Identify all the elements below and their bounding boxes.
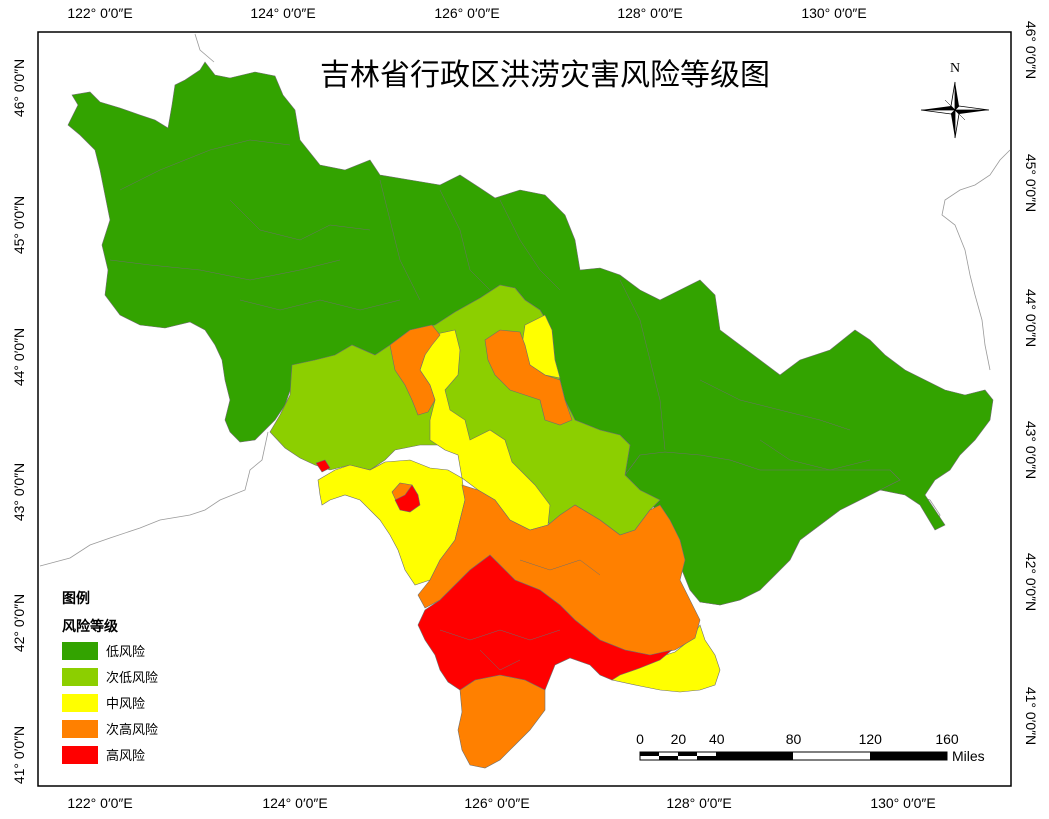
- scale-tick-label: 160: [935, 731, 959, 747]
- region-second-high-risk-south: [417, 484, 701, 656]
- graticule-left-label: 45° 0′0″N: [11, 196, 27, 254]
- graticule-right-label: 41° 0′0″N: [1023, 687, 1039, 745]
- graticule-bottom-label: 124° 0′0″E: [262, 795, 327, 811]
- scale-bar-segment: [659, 756, 678, 760]
- graticule-bottom-label: 122° 0′0″E: [67, 795, 132, 811]
- scale-unit-label: Miles: [952, 748, 985, 764]
- graticule-bottom-label: 130° 0′0″E: [870, 795, 935, 811]
- scale-bar: 0 20 40 80 120 160 Miles: [636, 731, 985, 764]
- scale-bar-segment: [697, 756, 716, 760]
- graticule-right: 46° 0′0″N 45° 0′0″N 44° 0′0″N 43° 0′0″N …: [1023, 21, 1039, 745]
- legend-swatch: [62, 746, 98, 764]
- graticule-top-label: 130° 0′0″E: [801, 5, 866, 21]
- scale-tick-label: 80: [786, 731, 802, 747]
- graticule-left-label: 43° 0′0″N: [11, 463, 27, 521]
- graticule-right-label: 43° 0′0″N: [1023, 421, 1039, 479]
- north-label: N: [950, 61, 960, 76]
- legend-swatch: [62, 642, 98, 660]
- graticule-bottom-label: 126° 0′0″E: [464, 795, 529, 811]
- scale-bar-segment: [870, 752, 947, 760]
- legend-item-label: 次低风险: [106, 670, 158, 686]
- graticule-top-label: 126° 0′0″E: [434, 5, 499, 21]
- scale-tick-labels: 0 20 40 80 120 160: [636, 731, 959, 747]
- graticule-top-label: 124° 0′0″E: [250, 5, 315, 21]
- graticule-right-label: 45° 0′0″N: [1023, 154, 1039, 212]
- map-title: 吉林省行政区洪涝灾害风险等级图: [320, 58, 770, 93]
- region-low-risk-south: [624, 451, 901, 606]
- region-second-high-risk-north: [389, 324, 441, 416]
- scale-bar-segment: [716, 752, 793, 760]
- region-high-risk-west: [315, 459, 331, 473]
- graticule-right-label: 44° 0′0″N: [1023, 289, 1039, 347]
- legend-swatch: [62, 668, 98, 686]
- legend-item-label: 高风险: [106, 748, 145, 764]
- graticule-left-label: 41° 0′0″N: [11, 726, 27, 784]
- legend-subheading: 风险等级: [62, 618, 119, 635]
- legend-swatch: [62, 694, 98, 712]
- risk-regions: [67, 61, 994, 769]
- legend-item-label: 次高风险: [106, 722, 158, 738]
- region-high-risk-city: [394, 484, 421, 513]
- graticule-bottom-label: 128° 0′0″E: [666, 795, 731, 811]
- scale-tick-label: 40: [709, 731, 725, 747]
- graticule-top-label: 128° 0′0″E: [617, 5, 682, 21]
- legend-item-label: 低风险: [106, 645, 145, 660]
- north-arrow-icon: [920, 81, 990, 139]
- region-high-risk-main: [417, 554, 673, 691]
- graticule-top-label: 122° 0′0″E: [67, 5, 132, 21]
- graticule-left-label: 42° 0′0″N: [11, 594, 27, 652]
- legend-heading: 图例: [62, 590, 90, 607]
- graticule-left-label: 44° 0′0″N: [11, 328, 27, 386]
- scale-bar-segment: [678, 752, 697, 756]
- legend-swatch: [62, 720, 98, 738]
- graticule-bottom: 122° 0′0″E 124° 0′0″E 126° 0′0″E 128° 0′…: [67, 795, 935, 811]
- scale-tick-label: 0: [636, 731, 644, 747]
- graticule-left-label: 46° 0′0″N: [11, 59, 27, 117]
- legend-item-label: 中风险: [106, 697, 145, 712]
- scale-tick-label: 120: [859, 731, 883, 747]
- neighbor-boundaries: [39, 33, 1011, 567]
- graticule-right-label: 46° 0′0″N: [1023, 21, 1039, 79]
- graticule-right-label: 42° 0′0″N: [1023, 553, 1039, 611]
- admin-boundaries: [109, 139, 871, 671]
- scale-bar-segment: [640, 752, 659, 756]
- graticule-top: 122° 0′0″E 124° 0′0″E 126° 0′0″E 128° 0′…: [67, 5, 866, 21]
- region-second-high-risk-northeast: [484, 329, 573, 426]
- scale-tick-label: 20: [671, 731, 687, 747]
- graticule-left: 46° 0′0″N 45° 0′0″N 44° 0′0″N 43° 0′0″N …: [11, 59, 27, 784]
